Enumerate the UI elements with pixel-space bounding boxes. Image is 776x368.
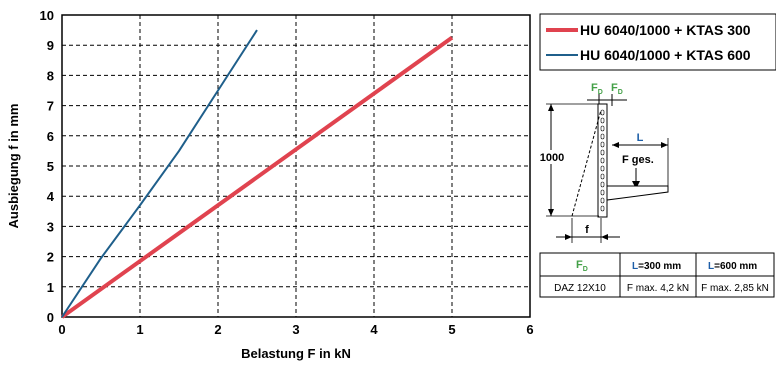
column-hole: [600, 149, 605, 156]
height-arrow-top: [548, 104, 554, 111]
deflection-label: f: [585, 224, 589, 236]
y-tick-label: 3: [47, 219, 54, 234]
y-tick-label: 10: [40, 8, 54, 23]
height-label: 1000: [540, 152, 564, 164]
y-tick-label: 7: [47, 99, 54, 114]
x-tick-label: 1: [136, 322, 143, 337]
y-tick-label: 0: [47, 310, 54, 325]
height-arrow-bottom: [548, 209, 554, 216]
x-tick-label: 2: [214, 322, 221, 337]
f-arrow-right: [601, 234, 608, 240]
y-tick-label: 5: [47, 159, 54, 174]
table-frame: [539, 252, 775, 298]
series-line-ktas300: [60, 36, 454, 319]
length-label: L: [637, 132, 644, 144]
x-tick-label: 3: [292, 322, 299, 337]
bracket-arm: [606, 185, 669, 201]
y-tick-label: 4: [47, 189, 55, 204]
fd-label-right: FD: [611, 82, 623, 96]
load-table: FD L=300 mm L=600 mm DAZ 12X10 F max. 4,…: [539, 252, 775, 298]
series-lines: [60, 29, 454, 319]
x-tick-label: 6: [526, 322, 533, 337]
x-tick-labels: 0 1 2 3 4 5 6: [58, 322, 533, 337]
fd-label-left: FD: [591, 82, 603, 96]
mounting-diagram: FD FD 1000 L F ges. f: [536, 82, 669, 243]
x-tick-label: 4: [370, 322, 378, 337]
column-hole: [600, 173, 605, 180]
height-label-bg: [536, 150, 568, 164]
table-header-fd: FD: [576, 259, 588, 273]
column-hole: [600, 141, 605, 148]
x-axis-title: Belastung F in kN: [241, 346, 351, 361]
series-line-ktas600: [61, 29, 258, 318]
length-arrow-left: [612, 142, 619, 148]
legend-label-ktas300: HU 6040/1000 + KTAS 300: [580, 22, 751, 38]
column-hole: [600, 133, 605, 140]
table-row-label: DAZ 12X10: [554, 283, 606, 294]
column-hole: [600, 165, 605, 172]
y-tick-label: 9: [47, 38, 54, 53]
x-tick-label: 0: [58, 322, 65, 337]
column-hole: [600, 181, 605, 188]
deflection-line: [571, 109, 602, 217]
column-hole: [600, 125, 605, 132]
column-hole: [600, 109, 605, 116]
y-tick-label: 8: [47, 68, 54, 83]
legend-box: [539, 13, 776, 71]
column-profile: [597, 103, 608, 218]
grid: [62, 15, 530, 317]
column-hole: [600, 117, 605, 124]
legend-label-ktas600: HU 6040/1000 + KTAS 600: [580, 47, 751, 63]
force-label: F ges.: [622, 154, 654, 166]
column-holes: [600, 109, 605, 212]
force-arrow-head: [632, 181, 640, 189]
table-cell-600: F max. 2,85 kN: [701, 283, 769, 294]
legend: HU 6040/1000 + KTAS 300 HU 6040/1000 + K…: [539, 13, 776, 71]
y-axis-title: Ausbiegung f in mm: [6, 104, 21, 229]
table-cell-300: F max. 4,2 kN: [627, 283, 689, 294]
y-tick-labels: 0 1 2 3 4 5 6 7 8 9 10: [40, 8, 55, 325]
y-tick-label: 2: [47, 250, 54, 265]
y-tick-label: 1: [47, 280, 54, 295]
column-hole: [600, 157, 605, 164]
length-arrow-right: [661, 142, 668, 148]
column-hole: [600, 205, 605, 212]
f-arrow-left: [565, 234, 572, 240]
column-hole: [600, 197, 605, 204]
table-header-l300: L=300 mm: [632, 261, 681, 272]
y-tick-label: 6: [47, 129, 54, 144]
table-header-l600: L=600 mm: [708, 261, 757, 272]
x-tick-label: 5: [448, 322, 455, 337]
column-hole: [600, 189, 605, 196]
